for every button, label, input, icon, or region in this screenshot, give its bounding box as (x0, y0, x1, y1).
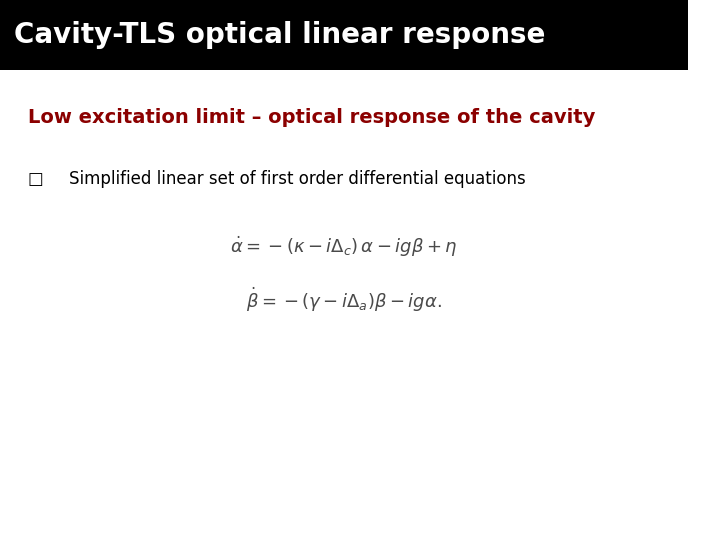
FancyBboxPatch shape (0, 0, 688, 70)
Text: Low excitation limit – optical response of the cavity: Low excitation limit – optical response … (27, 108, 595, 127)
Text: $\dot{\alpha} = -(\kappa - i\Delta_c)\,\alpha - ig\beta + \eta$: $\dot{\alpha} = -(\kappa - i\Delta_c)\,\… (230, 235, 458, 259)
Text: □: □ (27, 170, 43, 188)
Text: Cavity-TLS optical linear response: Cavity-TLS optical linear response (14, 21, 545, 49)
Text: $\dot{\beta} = -(\gamma - i\Delta_a)\beta - ig\alpha.$: $\dot{\beta} = -(\gamma - i\Delta_a)\bet… (246, 286, 442, 314)
Text: Simplified linear set of first order differential equations: Simplified linear set of first order dif… (69, 170, 526, 188)
